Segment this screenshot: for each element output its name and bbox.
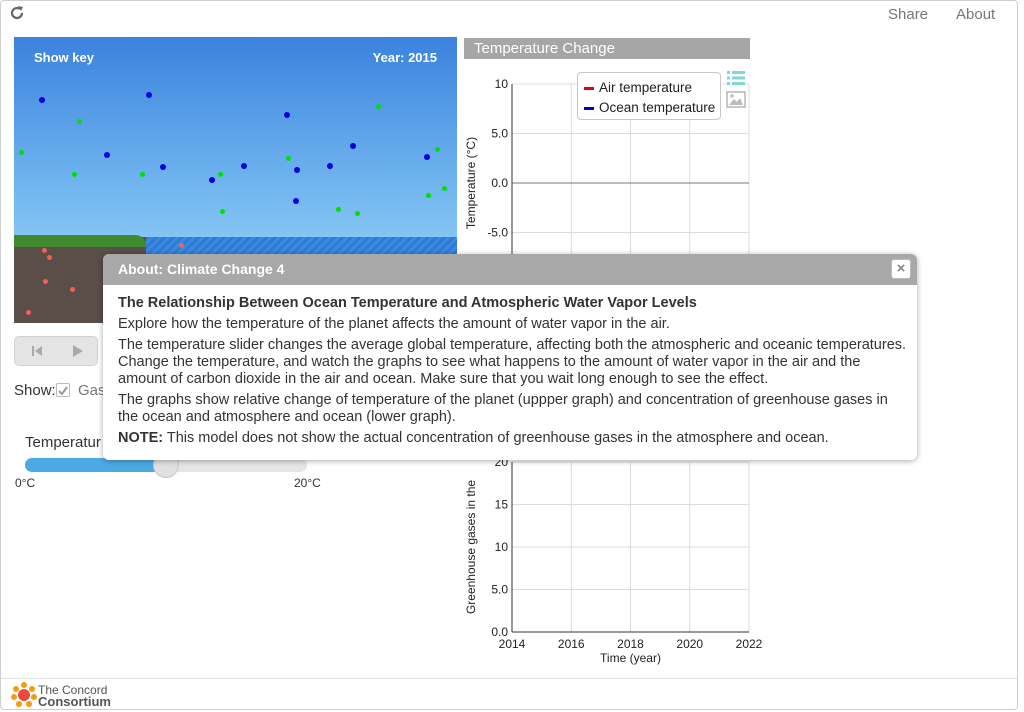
- y-tick-label: 5.0: [491, 127, 508, 141]
- legend-list-icon[interactable]: [726, 69, 746, 87]
- molecule: [241, 163, 247, 169]
- molecule: [41, 247, 47, 253]
- dialog-paragraph: The temperature slider changes the avera…: [118, 337, 907, 387]
- concord-logo-text[interactable]: The Concord Consortium: [38, 683, 111, 709]
- image-icon[interactable]: [726, 91, 746, 109]
- molecule: [434, 146, 440, 152]
- molecule: [178, 242, 184, 248]
- show-key-button[interactable]: Show key: [34, 50, 94, 65]
- x-axis-label: Time (year): [600, 651, 661, 665]
- molecule: [69, 286, 75, 292]
- dialog-heading: The Relationship Between Ocean Temperatu…: [118, 295, 697, 311]
- about-dialog: About: Climate Change 4 × The Relationsh…: [103, 254, 917, 460]
- molecule: [424, 154, 430, 160]
- slider-fill: [25, 458, 166, 472]
- y-axis-label: Temperature (°C): [464, 137, 478, 229]
- dialog-body: The Relationship Between Ocean Temperatu…: [118, 295, 908, 451]
- molecule: [425, 192, 431, 198]
- playback-controls: [14, 336, 98, 366]
- molecule: [441, 185, 447, 191]
- footer-divider: [1, 678, 1017, 679]
- y-tick-label: 10: [495, 77, 509, 91]
- legend-item-ocean: Ocean temperature: [584, 100, 715, 115]
- legend-item-air: Air temperature: [584, 80, 692, 95]
- dialog-paragraph: Explore how the temperature of the plane…: [118, 316, 670, 332]
- y-tick-label: -5.0: [487, 226, 508, 240]
- molecule: [146, 92, 152, 98]
- molecule: [327, 163, 333, 169]
- share-link[interactable]: Share: [888, 6, 929, 23]
- molecule: [350, 143, 356, 149]
- molecule: [209, 177, 215, 183]
- legend-swatch-air: [584, 86, 594, 90]
- molecule: [375, 103, 381, 109]
- y-tick-label: 10: [495, 540, 509, 554]
- dialog-note: NOTE: This model does not show the actua…: [118, 430, 829, 446]
- molecule: [42, 278, 48, 284]
- slider-min-label: 0°C: [15, 476, 36, 490]
- molecule: [25, 309, 31, 315]
- reload-icon[interactable]: [9, 5, 25, 21]
- molecule: [39, 97, 45, 103]
- close-icon[interactable]: ×: [891, 259, 911, 279]
- molecule: [104, 152, 110, 158]
- check-icon: [58, 386, 68, 396]
- legend-swatch-ocean: [584, 106, 594, 110]
- molecule: [217, 171, 223, 177]
- molecule: [76, 118, 82, 124]
- x-tick-label: 2022: [736, 637, 763, 651]
- x-tick-label: 2020: [676, 637, 703, 651]
- year-label: Year: 2015: [372, 50, 437, 65]
- molecule: [285, 155, 291, 161]
- molecule: [46, 254, 52, 260]
- molecule: [284, 112, 290, 118]
- x-tick-label: 2014: [499, 637, 526, 651]
- x-tick-label: 2016: [558, 637, 585, 651]
- molecule: [139, 171, 145, 177]
- y-tick-label: 5.0: [491, 583, 508, 597]
- gas-label: Gas: [78, 382, 106, 399]
- show-label: Show:: [14, 382, 56, 399]
- molecule: [71, 171, 77, 177]
- molecule: [335, 206, 341, 212]
- x-tick-label: 2018: [617, 637, 644, 651]
- molecule: [294, 167, 300, 173]
- gas-checkbox[interactable]: [56, 383, 70, 397]
- slider-max-label: 20°C: [294, 476, 321, 490]
- legend[interactable]: Air temperature Ocean temperature: [577, 72, 721, 120]
- dialog-title: About: Climate Change 4: [103, 254, 917, 285]
- about-link[interactable]: About: [956, 6, 996, 23]
- temperature-label: Temperatur: [25, 434, 101, 451]
- y-tick-label: 0.0: [491, 176, 508, 190]
- molecule: [354, 210, 360, 216]
- molecule: [219, 208, 225, 214]
- y-axis-label: Greenhouse gases in the: [464, 480, 478, 614]
- y-tick-label: 15: [495, 498, 509, 512]
- concord-logo-icon[interactable]: [10, 681, 38, 709]
- dialog-paragraph: The graphs show relative change of tempe…: [118, 392, 888, 425]
- molecule: [160, 164, 166, 170]
- play-icon[interactable]: [69, 343, 85, 359]
- graph-title: Temperature Change: [464, 38, 750, 59]
- y-tick-label: 0.0: [491, 625, 508, 639]
- molecule: [18, 149, 24, 155]
- molecule: [293, 198, 299, 204]
- reset-icon[interactable]: [29, 343, 45, 359]
- grass: [14, 235, 147, 247]
